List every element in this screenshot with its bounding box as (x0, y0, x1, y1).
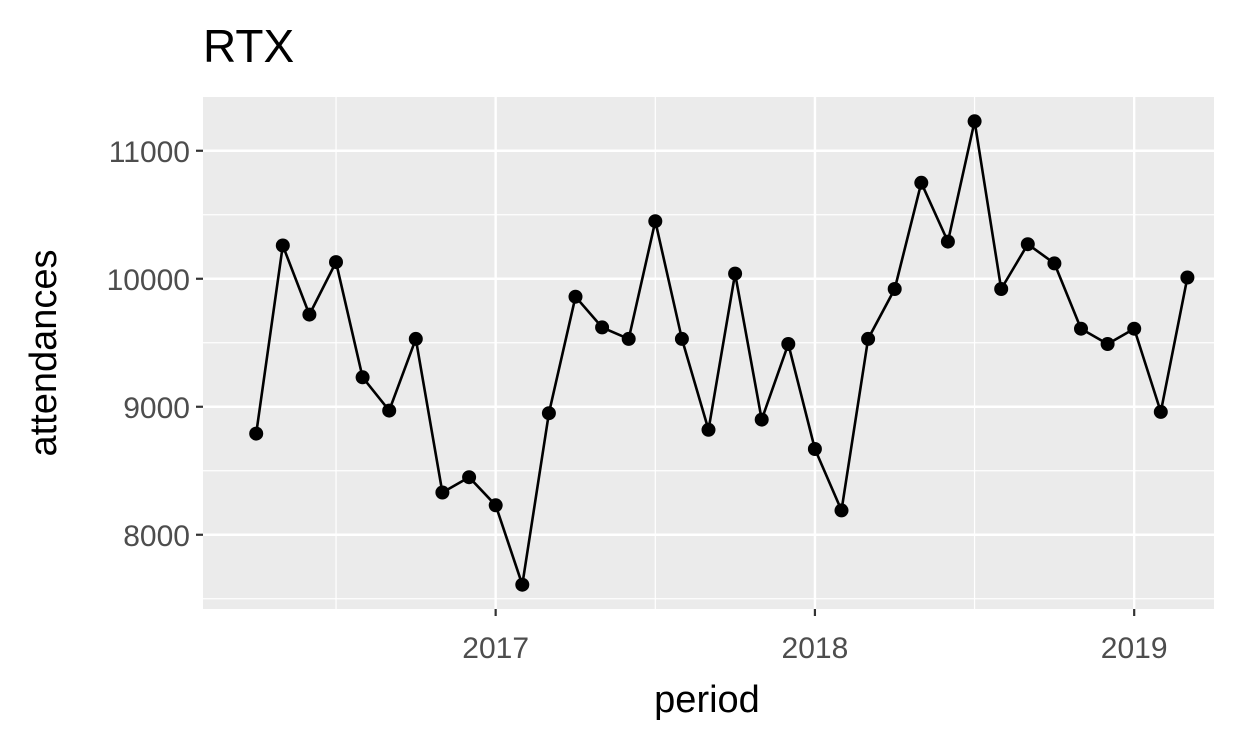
data-point (940, 234, 955, 249)
y-axis-title: attendances (23, 249, 65, 456)
data-point (355, 370, 370, 385)
data-point (408, 331, 423, 346)
data-point (275, 238, 290, 253)
series-attendances (249, 114, 1195, 592)
data-point (834, 503, 849, 518)
data-point (541, 406, 556, 421)
x-tick-label: 2017 (462, 632, 529, 665)
grid-minor-x (335, 97, 976, 609)
x-axis: 2017 2018 2019 (462, 609, 1168, 665)
y-axis: 8000 9000 10000 11000 (107, 136, 203, 553)
grid-major-y (203, 149, 1214, 536)
y-tick-label: 11000 (109, 136, 190, 169)
y-tick-label: 10000 (107, 264, 190, 297)
data-point (1127, 321, 1142, 336)
data-point (648, 214, 663, 229)
data-point (887, 282, 902, 296)
data-point (728, 266, 743, 281)
data-point (1020, 237, 1035, 252)
data-point (568, 289, 583, 304)
data-point (807, 442, 822, 456)
data-point (1047, 256, 1062, 271)
data-point (435, 485, 450, 500)
x-tick-label: 2019 (1101, 632, 1168, 665)
data-point (1180, 270, 1195, 285)
data-point (1074, 321, 1088, 336)
grid-minor-y (203, 214, 1214, 600)
y-tick-label: 8000 (123, 520, 190, 553)
data-point (861, 331, 876, 346)
data-point (515, 577, 530, 592)
data-point (621, 331, 636, 346)
data-point (1153, 404, 1168, 419)
data-point (249, 426, 264, 441)
data-point (994, 282, 1009, 296)
data-point (1100, 337, 1115, 351)
plot-panel (203, 97, 1214, 609)
chart-title: RTX (203, 20, 294, 72)
data-point (462, 470, 477, 485)
data-point (488, 498, 503, 513)
grid-major-x (494, 97, 1136, 609)
data-point (914, 175, 929, 190)
x-tick-label: 2018 (782, 632, 849, 665)
data-point (967, 114, 982, 129)
data-point (595, 320, 610, 335)
data-point (781, 337, 796, 351)
data-point (382, 403, 397, 418)
data-point (674, 331, 689, 346)
data-point (329, 255, 343, 270)
data-point (701, 422, 716, 437)
x-axis-title: period (654, 679, 760, 721)
data-point (754, 412, 769, 427)
y-tick-label: 9000 (123, 392, 190, 425)
data-point (302, 307, 317, 322)
